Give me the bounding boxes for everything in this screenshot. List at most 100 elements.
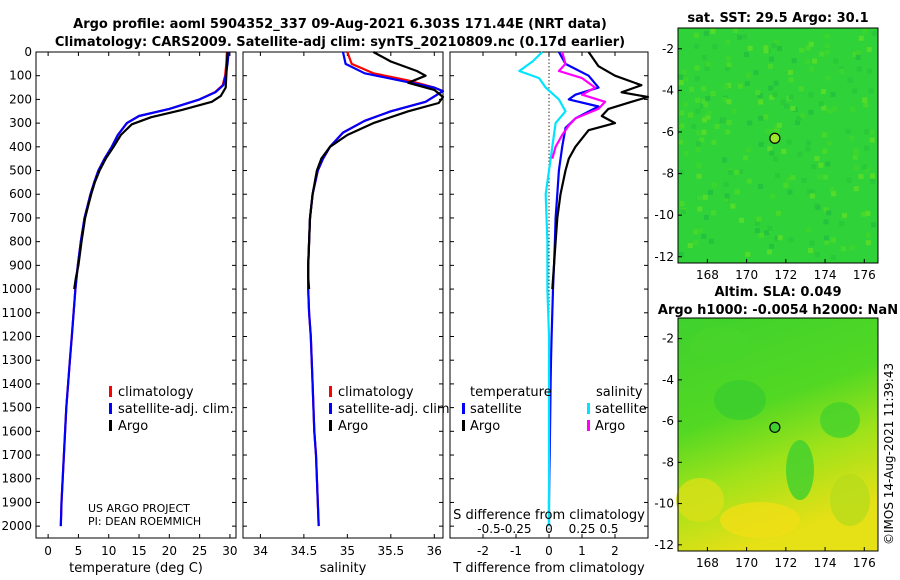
sst-texture-cell: [754, 228, 760, 234]
sst-texture-cell: [775, 172, 781, 178]
y-tick-label: 500: [9, 164, 32, 178]
sst-texture-cell: [795, 120, 800, 125]
sla-map-title: Altim. SLA: 0.049: [715, 285, 842, 300]
sst-texture-cell: [869, 130, 875, 136]
top-tick-label: -0.25: [500, 522, 531, 536]
y-tick-label: 1900: [1, 495, 32, 509]
sst-texture-cell: [864, 129, 870, 135]
sst-texture-cell: [742, 34, 748, 40]
sst-texture-cell: [864, 167, 870, 173]
legend-title-temperature: temperature: [470, 385, 552, 400]
sst-texture-cell: [696, 163, 702, 168]
sst-texture-cell: [812, 58, 818, 64]
sst-texture-cell: [801, 178, 807, 183]
x-tick-label: -1: [510, 544, 522, 558]
sst-texture-cell: [826, 210, 832, 216]
sst-texture-cell: [763, 45, 769, 51]
sst-texture-cell: [821, 105, 827, 111]
sst-texture-cell: [811, 164, 817, 170]
map-y-tick-label: -8: [662, 455, 674, 469]
sst-texture-cell: [810, 190, 816, 195]
sst-texture-cell: [784, 103, 790, 109]
sst-texture-cell: [693, 240, 699, 246]
sst-texture-cell: [776, 210, 781, 216]
sst-texture-cell: [863, 102, 869, 108]
map-x-tick-label: 174: [814, 268, 837, 282]
map-y-tick-label: -8: [662, 167, 674, 181]
sst-texture-cell: [753, 70, 759, 76]
sst-texture-cell: [783, 182, 789, 188]
sst-texture-cell: [678, 169, 684, 175]
sst-texture-cell: [744, 52, 749, 57]
sst-texture-cell: [757, 93, 763, 99]
sst-texture-cell: [851, 88, 857, 94]
sst-texture-cell: [826, 108, 832, 114]
sst-texture-cell: [809, 66, 815, 72]
sst-texture-cell: [737, 83, 743, 89]
sst-texture-cell: [767, 63, 773, 69]
sst-texture-cell: [769, 150, 775, 156]
sst-texture-cell: [769, 94, 775, 100]
y-tick-label: 800: [9, 235, 32, 249]
sst-texture-cell: [824, 239, 830, 245]
sla-texture-blob: [714, 380, 766, 420]
sst-texture-cell: [726, 62, 732, 68]
sst-map-title: sat. SST: 29.5 Argo: 30.1: [687, 11, 868, 26]
y-tick-label: 1800: [1, 472, 32, 486]
sst-texture-cell: [853, 186, 859, 192]
sst-texture-cell: [722, 97, 728, 102]
sst-texture-cell: [790, 175, 796, 180]
sla-map-subtitle: Argo h1000: -0.0054 h2000: NaN: [658, 303, 898, 318]
temperature-xlabel: temperature (deg C): [69, 561, 203, 576]
sst-texture-cell: [862, 97, 868, 103]
sst-texture-cell: [831, 191, 836, 197]
temperature-panel: 0100200300400500600700800900100011001200…: [1, 45, 237, 576]
sst-texture-cell: [746, 178, 752, 184]
map-x-tick-label: 168: [696, 556, 719, 570]
sst-texture-cell: [702, 54, 707, 60]
sst-texture-cell: [682, 102, 688, 108]
sst-texture-cell: [694, 43, 700, 49]
map-y-tick-label: -2: [662, 332, 674, 346]
legend-swatch-satellite: [329, 403, 332, 414]
legend-label-temp-argo: Argo: [470, 419, 500, 434]
sst-texture-cell: [681, 69, 687, 75]
sst-texture-cell: [747, 120, 753, 126]
sst-texture-cell: [819, 51, 825, 57]
sst-texture-cell: [693, 229, 699, 235]
sst-texture-cell: [850, 106, 856, 112]
sst-texture-cell: [688, 112, 693, 118]
sst-texture-cell: [797, 151, 803, 157]
sst-texture-cell: [845, 129, 851, 134]
sst-texture-cell: [771, 43, 777, 49]
sst-texture-cell: [683, 76, 689, 82]
map-y-tick-label: -12: [654, 538, 674, 552]
y-tick-label: 100: [9, 69, 32, 83]
sst-texture-cell: [706, 110, 712, 116]
legend-label-argo: Argo: [338, 419, 368, 434]
sst-texture-cell: [758, 232, 764, 238]
sst-texture-cell: [701, 86, 707, 92]
sst-texture-cell: [841, 246, 846, 252]
imos-credit: ©IMOS 14-Aug-2021 11:39:43: [882, 363, 896, 545]
sst-texture-cell: [695, 130, 701, 136]
sst-texture-cell: [754, 220, 760, 226]
sst-texture-cell: [773, 80, 779, 86]
sst-texture-cell: [725, 39, 731, 45]
map-y-tick-label: -12: [654, 250, 674, 264]
sst-texture-cell: [697, 228, 703, 234]
sst-texture-cell: [712, 182, 717, 188]
sst-texture-cell: [701, 129, 707, 135]
y-tick-label: 1300: [1, 353, 32, 367]
sst-texture-cell: [866, 47, 872, 52]
sst-texture-cell: [862, 164, 868, 170]
x-tick-label: 35: [340, 544, 355, 558]
sst-texture-cell: [846, 177, 852, 183]
sst-texture-cell: [726, 120, 732, 126]
sst-texture-cell: [805, 45, 811, 51]
sst-texture-cell: [737, 34, 742, 40]
sst-texture-cell: [711, 210, 716, 216]
sst-texture-cell: [702, 194, 708, 200]
legend-swatch-climatology: [109, 386, 112, 397]
sst-texture-cell: [829, 186, 835, 192]
